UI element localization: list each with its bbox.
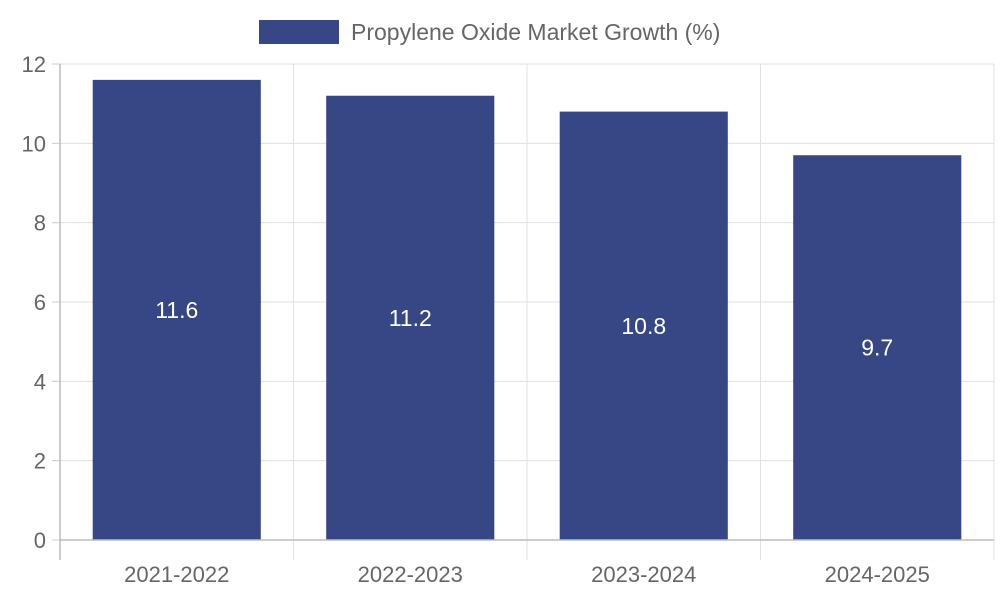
x-tick-label: 2024-2025 [825, 562, 930, 587]
y-tick-label: 0 [34, 528, 46, 553]
y-tick-label: 2 [34, 449, 46, 474]
y-tick-label: 4 [34, 369, 46, 394]
bar-value-label: 11.6 [155, 297, 198, 323]
x-tick-label: 2022-2023 [358, 562, 463, 587]
bar-2024-2025[interactable] [793, 155, 962, 540]
bar-2021-2022[interactable] [92, 79, 261, 540]
axes: 0 2 4 6 8 10 12 2021-2022 2022-2023 2023-2024 2024… [22, 52, 994, 587]
bar-2022-2023[interactable] [326, 95, 495, 540]
y-tick-label: 10 [22, 131, 46, 156]
legend-swatch[interactable] [259, 20, 339, 44]
bar-value-label: 11.2 [389, 305, 432, 331]
y-tick-label: 8 [34, 211, 46, 236]
x-tick-label: 2021-2022 [124, 562, 229, 587]
legend-label[interactable]: Propylene Oxide Market Growth (%) [351, 19, 720, 45]
y-tick-label: 12 [22, 52, 46, 77]
bar-2023-2024[interactable] [559, 111, 728, 540]
y-tick-label: 6 [34, 290, 46, 315]
bar-labels: 11.6 11.2 10.8 9.7 [155, 297, 893, 361]
bars [92, 79, 962, 540]
bar-value-label: 10.8 [621, 313, 666, 339]
legend[interactable]: Propylene Oxide Market Growth (%) [259, 19, 720, 45]
bar-value-label: 9.7 [861, 335, 893, 361]
x-tick-label: 2023-2024 [591, 562, 696, 587]
